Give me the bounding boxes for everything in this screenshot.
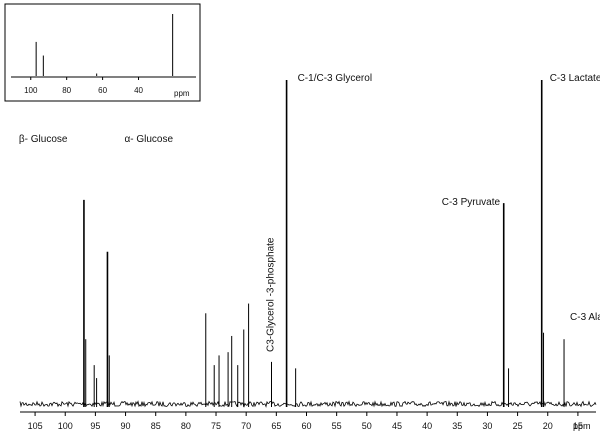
inset-x-tick-label: 60 bbox=[98, 86, 107, 95]
x-tick-label: 90 bbox=[121, 421, 131, 431]
inset-x-axis-label: ppm bbox=[174, 89, 190, 98]
peak-annotation: C-1/C-3 Glycerol bbox=[298, 73, 372, 84]
inset-spectrum: 100 80 60 40 ppm bbox=[4, 3, 201, 102]
x-tick-label: 60 bbox=[301, 421, 311, 431]
x-tick-label: 20 bbox=[543, 421, 553, 431]
x-tick-label: 30 bbox=[482, 421, 492, 431]
x-tick-label: 85 bbox=[151, 421, 161, 431]
noise-trace bbox=[19, 400, 597, 408]
x-tick-label: 65 bbox=[271, 421, 281, 431]
x-tick-label: 100 bbox=[58, 421, 73, 431]
spectrum-peaks bbox=[83, 80, 565, 407]
peak-annotation: C3-Glycerol -3-phosphate bbox=[266, 237, 277, 352]
inset-frame bbox=[4, 3, 201, 102]
x-tick-label: 70 bbox=[241, 421, 251, 431]
x-tick-label: 55 bbox=[332, 421, 342, 431]
x-axis-label: ppm bbox=[573, 421, 591, 431]
x-tick-label: 80 bbox=[181, 421, 191, 431]
x-tick-label: 25 bbox=[513, 421, 523, 431]
x-tick-label: 40 bbox=[422, 421, 432, 431]
peak-annotation: C-3 Lactate bbox=[550, 73, 600, 84]
x-axis-ticks: 105 100 95 90 85 80 75 70 65 60 55 50 45 40 35 30 25 20 15 bbox=[28, 412, 583, 431]
x-tick-label: 95 bbox=[90, 421, 100, 431]
peak-annotation: α- Glucose bbox=[124, 134, 173, 145]
x-tick-label: 45 bbox=[392, 421, 402, 431]
x-tick-label: 35 bbox=[452, 421, 462, 431]
x-tick-label: 105 bbox=[28, 421, 43, 431]
peak-annotations: β- Glucose α- Glucose C-1/C-3 Glycerol C3-G… bbox=[19, 73, 600, 352]
x-tick-label: 15 bbox=[573, 421, 583, 431]
inset-peaks bbox=[35, 14, 174, 76]
peak-annotation: C-3 Pyruvate bbox=[442, 197, 501, 208]
inset-x-tick-label: 80 bbox=[62, 86, 71, 95]
inset-x-tick-label: 40 bbox=[134, 86, 143, 95]
inset-ticks: 100 80 60 40 bbox=[24, 77, 144, 95]
peak-annotation: β- Glucose bbox=[19, 134, 68, 145]
peak-annotation: C-3 Alanine bbox=[570, 312, 600, 323]
x-tick-label: 50 bbox=[362, 421, 372, 431]
x-tick-label: 75 bbox=[211, 421, 221, 431]
baseline-noise bbox=[19, 400, 597, 408]
inset-x-tick-label: 100 bbox=[24, 86, 38, 95]
